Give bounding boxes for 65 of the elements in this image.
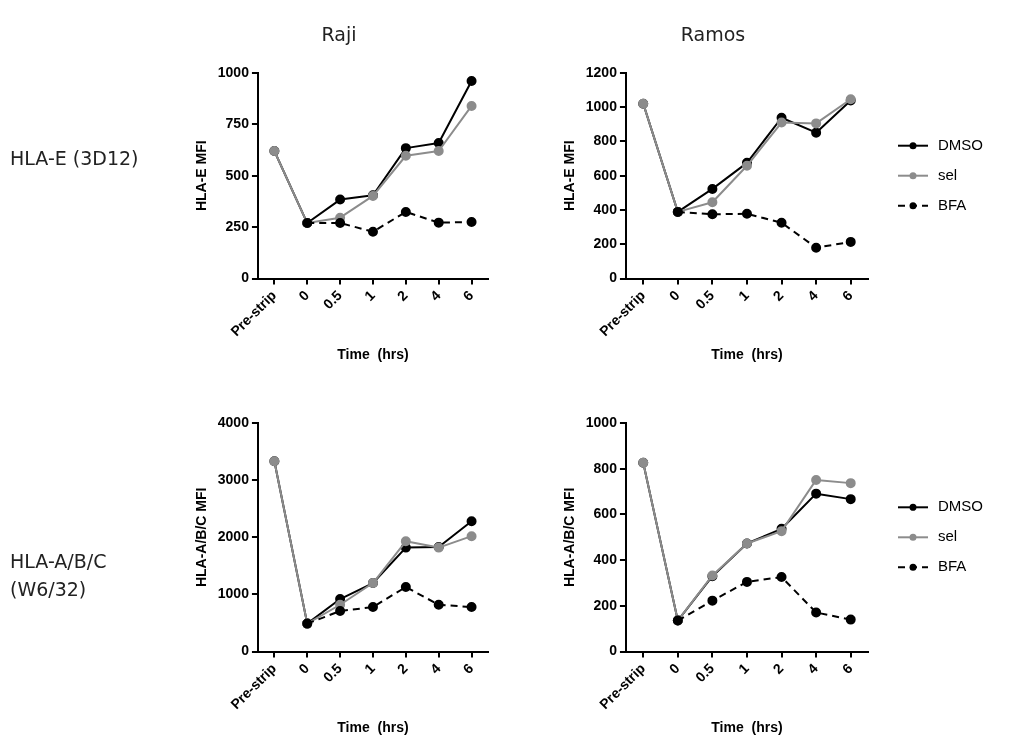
y-tick-label: 4000 xyxy=(217,413,250,430)
y-tick-label: 500 xyxy=(225,166,250,183)
x-axis-title: Time (hrs) xyxy=(337,719,409,736)
x-tick-label: 2 xyxy=(769,286,787,304)
chart-title: Ramos xyxy=(680,23,746,46)
x-tick-label: 4 xyxy=(426,659,444,677)
y-tick-label: 1000 xyxy=(217,63,250,80)
x-tick-label: 4 xyxy=(426,286,444,304)
legend-label: DMSO xyxy=(938,497,983,515)
y-tick-label: 3000 xyxy=(217,471,250,488)
y-tick-label: 1000 xyxy=(217,585,250,602)
y-tick-label: 800 xyxy=(593,132,618,149)
x-tick-label: 0.5 xyxy=(692,659,718,686)
x-tick-label: 4 xyxy=(804,286,822,304)
y-tick-label: 2000 xyxy=(217,528,250,545)
text: HLA-E (3D12) xyxy=(10,146,140,171)
x-tick-label: 1 xyxy=(735,286,752,304)
y-axis-title: HLA-E MFI xyxy=(193,140,210,212)
x-tick-label: 6 xyxy=(838,286,856,304)
y-tick-label: 200 xyxy=(593,235,618,252)
x-tick-label: 0 xyxy=(295,659,313,677)
legend-label: BFA xyxy=(938,195,967,213)
x-tick-label: 1 xyxy=(361,659,378,677)
x-tick-label: 6 xyxy=(459,286,477,304)
x-axis-title: Time (hrs) xyxy=(711,719,783,736)
legend-label: DMSO xyxy=(938,135,983,153)
y-tick-label: 1000 xyxy=(585,413,618,430)
legend-label: BFA xyxy=(938,557,967,575)
x-tick-label: 6 xyxy=(838,659,856,677)
x-tick-label: 0 xyxy=(665,286,683,304)
x-tick-label: 1 xyxy=(735,659,752,677)
text: HLA-A/B/C (W6/32) xyxy=(10,549,108,602)
y-axis-title: HLA-A/B/C MFI xyxy=(193,487,210,588)
y-tick-label: 0 xyxy=(241,642,250,659)
y-tick-label: 0 xyxy=(609,642,618,659)
y-tick-label: 0 xyxy=(609,269,618,286)
y-tick-label: 250 xyxy=(225,218,250,235)
x-tick-label: 0.5 xyxy=(319,286,346,313)
y-tick-label: 0 xyxy=(241,269,250,286)
x-tick-label: 0.5 xyxy=(692,286,718,313)
y-tick-label: 800 xyxy=(593,459,618,476)
y-tick-label: 200 xyxy=(593,596,618,613)
y-axis-title: HLA-A/B/C MFI xyxy=(561,487,578,588)
y-axis-title: HLA-E MFI xyxy=(561,140,578,212)
x-tick-label: 2 xyxy=(393,659,411,677)
chart-title: Raji xyxy=(321,23,357,46)
x-tick-label: 0 xyxy=(295,286,313,304)
x-tick-label: 2 xyxy=(769,659,787,677)
y-tick-label: 600 xyxy=(593,166,618,183)
y-tick-label: 750 xyxy=(225,115,250,132)
x-axis-title: Time (hrs) xyxy=(711,346,783,363)
x-tick-label: 6 xyxy=(459,659,477,677)
x-axis-title: Time (hrs) xyxy=(337,346,409,363)
x-tick-label: 4 xyxy=(804,659,822,677)
y-tick-label: 400 xyxy=(593,200,618,217)
legend-label: sel xyxy=(938,527,958,545)
y-tick-label: 1000 xyxy=(585,97,618,114)
x-tick-label: 1 xyxy=(361,286,378,304)
x-tick-label: 2 xyxy=(393,286,411,304)
y-tick-label: 600 xyxy=(593,505,618,522)
y-tick-label: 400 xyxy=(593,551,618,568)
legend-label: sel xyxy=(938,165,958,183)
x-tick-label: 0 xyxy=(665,659,683,677)
x-tick-label: 0.5 xyxy=(319,659,346,686)
y-tick-label: 1200 xyxy=(585,63,618,80)
